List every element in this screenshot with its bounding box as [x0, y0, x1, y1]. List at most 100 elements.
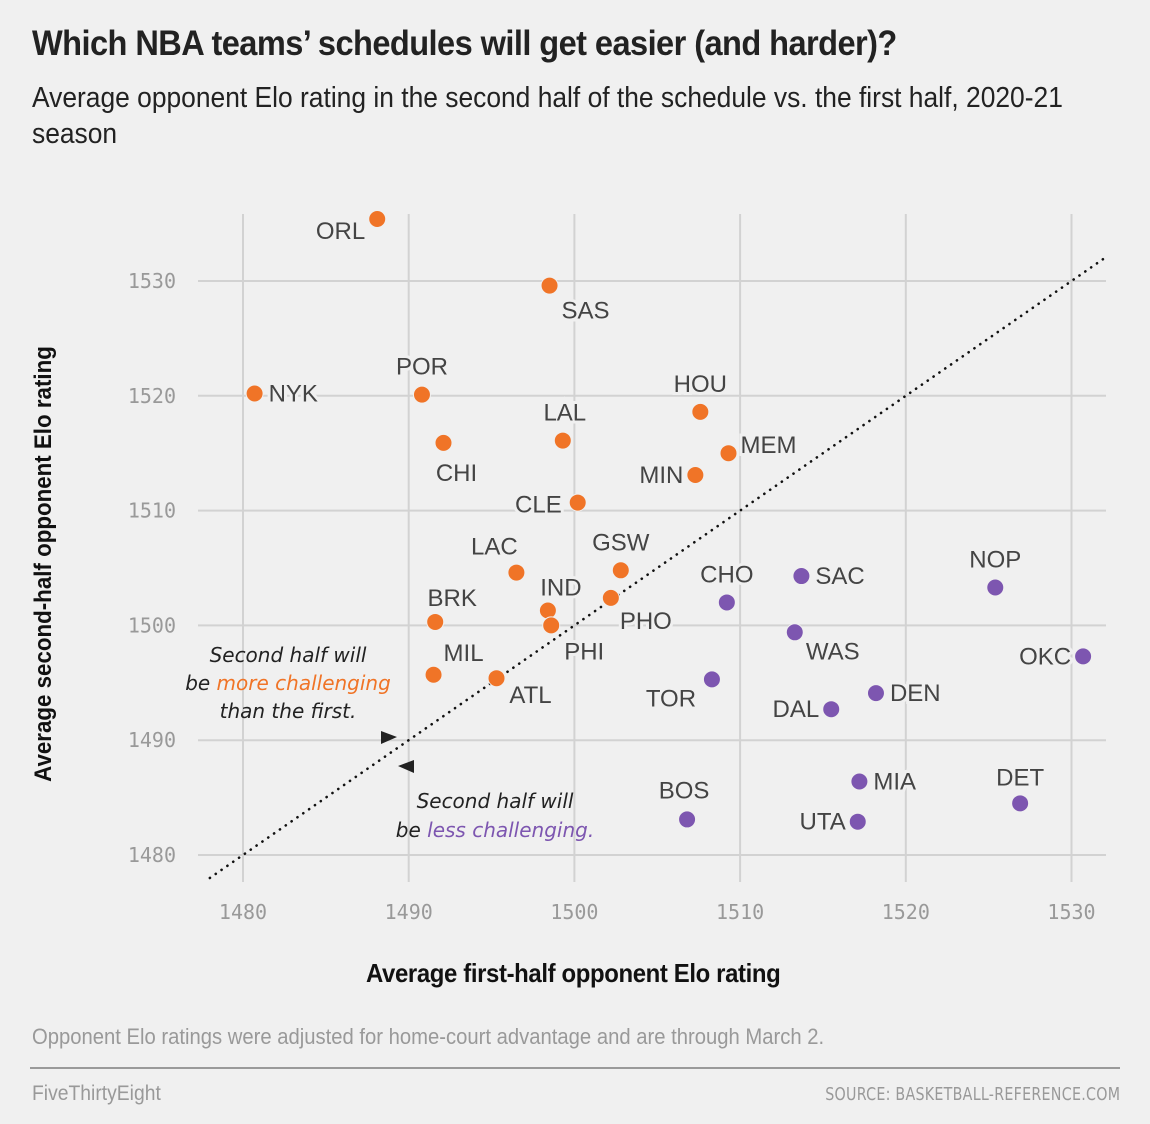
- y-tick-label: 1520: [128, 384, 176, 408]
- team-point-phi: [542, 616, 561, 635]
- team-point-gsw: [611, 561, 630, 580]
- team-label: LAL: [543, 400, 586, 427]
- y-tick-label: 1510: [128, 499, 176, 523]
- team-point-cho: [717, 593, 736, 612]
- team-label: ORL: [316, 218, 365, 245]
- team-label: WAS: [806, 638, 860, 665]
- y-tick-label: 1480: [128, 843, 176, 867]
- team-point-lal: [553, 431, 572, 450]
- team-label: BOS: [659, 777, 710, 804]
- team-label: NYK: [269, 381, 318, 408]
- chart-title: Which NBA teams’ schedules will get easi…: [32, 24, 897, 63]
- annotation-highlight: less challenging.: [427, 818, 594, 842]
- x-tick-label: 1530: [1047, 900, 1095, 924]
- team-point-brk: [426, 612, 445, 631]
- team-label: DAL: [773, 696, 820, 723]
- series-easier: CHO SAC WAS NOP OKC TOR DAL DEN MIA UTA DET BOS: [643, 544, 1093, 839]
- team-point-sac: [792, 567, 811, 586]
- annotation-text: be: [396, 818, 427, 842]
- y-tick-label: 1490: [128, 728, 176, 752]
- team-point-pho: [601, 588, 620, 607]
- team-label: PHO: [620, 608, 672, 635]
- annotation-below: Second half will be less challenging.: [396, 760, 594, 842]
- team-points: ORL SAS NYK POR CHI LAL HOU MEM MIN CLE LAC GSW IND P…: [245, 210, 1093, 839]
- team-point-nop: [986, 578, 1005, 597]
- annotations: Second half will be more challenging than …: [185, 643, 594, 842]
- team-label: UTA: [800, 809, 846, 836]
- team-point-ind: [538, 601, 557, 620]
- annotation-above: Second half will be more challenging than …: [185, 643, 397, 744]
- team-point-dal: [822, 700, 841, 719]
- team-label: GSW: [592, 529, 650, 556]
- team-label: HOU: [674, 371, 727, 398]
- annotation-arrow-icon: [381, 731, 397, 744]
- annotation-line: be more challenging: [185, 671, 391, 695]
- y-tick-label: 1500: [128, 613, 176, 637]
- team-label: PHI: [564, 638, 604, 665]
- team-point-was: [785, 623, 804, 642]
- team-label: SAS: [562, 298, 610, 325]
- team-label: POR: [396, 354, 448, 381]
- team-point-atl: [487, 669, 506, 688]
- x-axis-label-wrap: Average first-half opponent Elo rating: [0, 958, 1150, 989]
- team-label: MIN: [639, 462, 683, 489]
- team-point-lac: [507, 563, 526, 582]
- team-label: DEN: [890, 680, 941, 707]
- annotation-line: be less challenging.: [396, 818, 594, 842]
- team-point-min: [686, 466, 705, 485]
- team-point-uta: [848, 812, 867, 831]
- x-tick-label: 1500: [550, 900, 598, 924]
- team-point-cle: [568, 493, 587, 512]
- annotation-line: Second half will: [417, 789, 574, 813]
- team-label: SAC: [815, 563, 864, 590]
- y-axis-ticks: 1480 1490 1500 1510 1520 1530: [128, 269, 176, 867]
- team-point-bos: [678, 810, 697, 829]
- annotation-text: Second half will: [417, 789, 574, 813]
- team-point-den: [866, 684, 885, 703]
- team-point-hou: [691, 402, 710, 421]
- team-point-sas: [540, 276, 559, 295]
- team-point-det: [1011, 794, 1030, 813]
- team-label: CLE: [515, 492, 562, 519]
- brand-logo-text: FiveThirtyEight: [32, 1082, 161, 1105]
- team-label: ATL: [509, 682, 551, 709]
- team-label: MIL: [444, 640, 484, 667]
- annotation-text: than the first.: [220, 699, 357, 723]
- team-label: BRK: [428, 585, 477, 612]
- team-label: OKC: [1019, 643, 1071, 670]
- annotation-arrow-icon: [398, 760, 414, 773]
- team-label: TOR: [646, 685, 696, 712]
- annotation-text: Second half will: [210, 643, 367, 667]
- annotation-highlight: more challenging: [217, 671, 391, 695]
- x-axis-ticks: 1480 1490 1500 1510 1520 1530: [219, 900, 1096, 924]
- x-tick-label: 1520: [882, 900, 930, 924]
- team-label: MIA: [873, 769, 916, 796]
- team-point-mia: [850, 772, 869, 791]
- team-label: CHI: [436, 460, 477, 487]
- source-credit: SOURCE: BASKETBALL-REFERENCE.COM: [824, 1084, 1120, 1105]
- team-label: NOP: [969, 547, 1021, 574]
- team-label: IND: [540, 574, 581, 601]
- team-point-chi: [434, 433, 453, 452]
- y-tick-label: 1530: [128, 269, 176, 293]
- annotation-line: than the first.: [220, 699, 357, 723]
- x-tick-label: 1510: [716, 900, 764, 924]
- team-point-okc: [1074, 647, 1093, 666]
- team-label: CHO: [700, 561, 753, 588]
- team-point-orl: [368, 210, 387, 229]
- team-point-nyk: [245, 384, 264, 403]
- team-label: DET: [996, 764, 1044, 791]
- team-point-mem: [719, 444, 738, 463]
- annotation-text: be: [185, 671, 216, 695]
- team-label: MEM: [741, 432, 797, 459]
- x-tick-label: 1480: [219, 900, 267, 924]
- annotation-line: Second half will: [210, 643, 367, 667]
- x-axis-label: Average first-half opponent Elo rating: [365, 958, 781, 988]
- team-point-tor: [702, 670, 721, 689]
- team-point-por: [412, 385, 431, 404]
- team-label: LAC: [471, 534, 518, 561]
- chart-subtitle: Average opponent Elo rating in the secon…: [32, 82, 1063, 150]
- footer-divider: [30, 1067, 1120, 1069]
- x-tick-label: 1490: [385, 900, 433, 924]
